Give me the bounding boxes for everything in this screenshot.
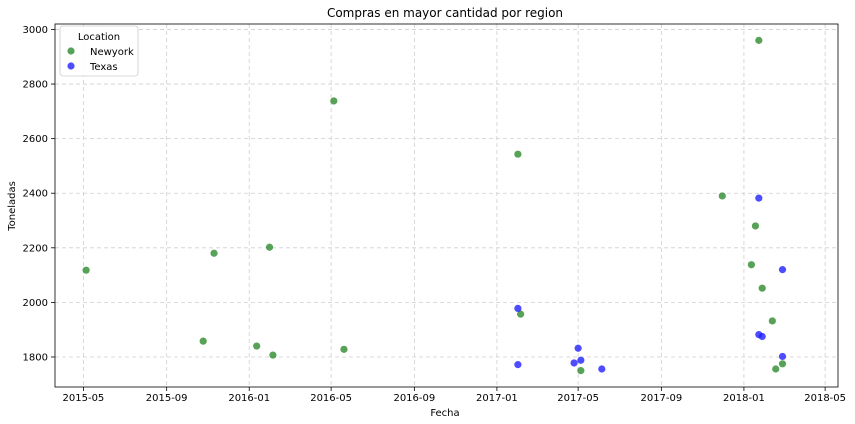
x-tick-label: 2016-01 <box>228 393 270 404</box>
data-point-newyork <box>772 365 780 373</box>
y-tick-label: 2600 <box>23 134 48 145</box>
y-tick-label: 3000 <box>23 25 48 36</box>
x-tick-label: 2018-01 <box>723 393 765 404</box>
data-point-newyork <box>751 222 760 230</box>
data-point-newyork <box>340 345 348 353</box>
x-axis-label: Fecha <box>430 408 459 419</box>
data-points <box>82 36 787 375</box>
legend-marker-texas <box>67 62 75 70</box>
data-point-texas <box>514 361 522 369</box>
data-point-texas <box>778 266 787 274</box>
y-tick-label: 1800 <box>23 352 48 363</box>
legend-label-texas: Texas <box>89 62 118 73</box>
data-point-newyork <box>718 192 726 200</box>
legend-title: Location <box>78 32 120 43</box>
x-axis-ticks: 2015-05 2015-09 2016-01 2016-05 2016-09 2017-… <box>63 387 846 404</box>
data-point-newyork <box>514 150 522 158</box>
y-tick-label: 2000 <box>23 298 48 309</box>
legend-label-newyork: Newyork <box>90 47 134 58</box>
data-point-newyork <box>758 284 766 292</box>
x-tick-label: 2017-05 <box>557 393 599 404</box>
plot-area <box>54 23 839 388</box>
legend-marker-newyork <box>67 47 75 55</box>
data-point-newyork <box>210 249 218 257</box>
data-point-newyork <box>269 351 277 359</box>
x-tick-label: 2015-05 <box>63 393 105 404</box>
data-point-newyork <box>755 36 763 44</box>
data-point-newyork <box>778 360 787 368</box>
x-tick-label: 2016-05 <box>310 393 352 404</box>
x-tick-label: 2016-09 <box>393 393 435 404</box>
data-point-newyork <box>747 261 755 269</box>
data-point-texas <box>577 356 585 364</box>
legend-box <box>59 25 139 77</box>
data-point-newyork <box>577 367 585 375</box>
y-tick-label: 2400 <box>23 189 48 200</box>
y-axis-ticks: 1800 2000 2200 2400 2600 2800 3000 <box>23 25 55 363</box>
grid <box>55 24 838 387</box>
data-point-newyork <box>517 310 525 318</box>
data-point-texas <box>570 359 578 367</box>
x-tick-label: 2015-09 <box>146 393 188 404</box>
data-point-texas <box>778 352 787 361</box>
data-point-newyork <box>199 337 207 345</box>
legend: Location Newyork Texas <box>59 25 139 77</box>
x-tick-label: 2017-09 <box>640 393 682 404</box>
y-axis-label: Toneladas <box>7 181 18 232</box>
data-point-newyork <box>330 97 338 105</box>
chart-title: Compras en mayor cantidad por region <box>327 6 563 20</box>
x-tick-label: 2017-01 <box>476 393 518 404</box>
data-point-newyork <box>265 243 274 251</box>
data-point-texas <box>514 304 522 312</box>
y-tick-label: 2200 <box>23 243 48 254</box>
data-point-newyork <box>82 266 90 274</box>
data-point-texas <box>574 344 582 352</box>
data-point-texas <box>758 332 766 341</box>
data-point-newyork <box>253 342 261 350</box>
x-tick-label: 2018-05 <box>804 393 846 404</box>
y-tick-label: 2800 <box>23 80 48 91</box>
data-point-newyork <box>768 317 776 325</box>
data-point-texas <box>598 365 606 373</box>
data-point-texas <box>755 194 763 202</box>
